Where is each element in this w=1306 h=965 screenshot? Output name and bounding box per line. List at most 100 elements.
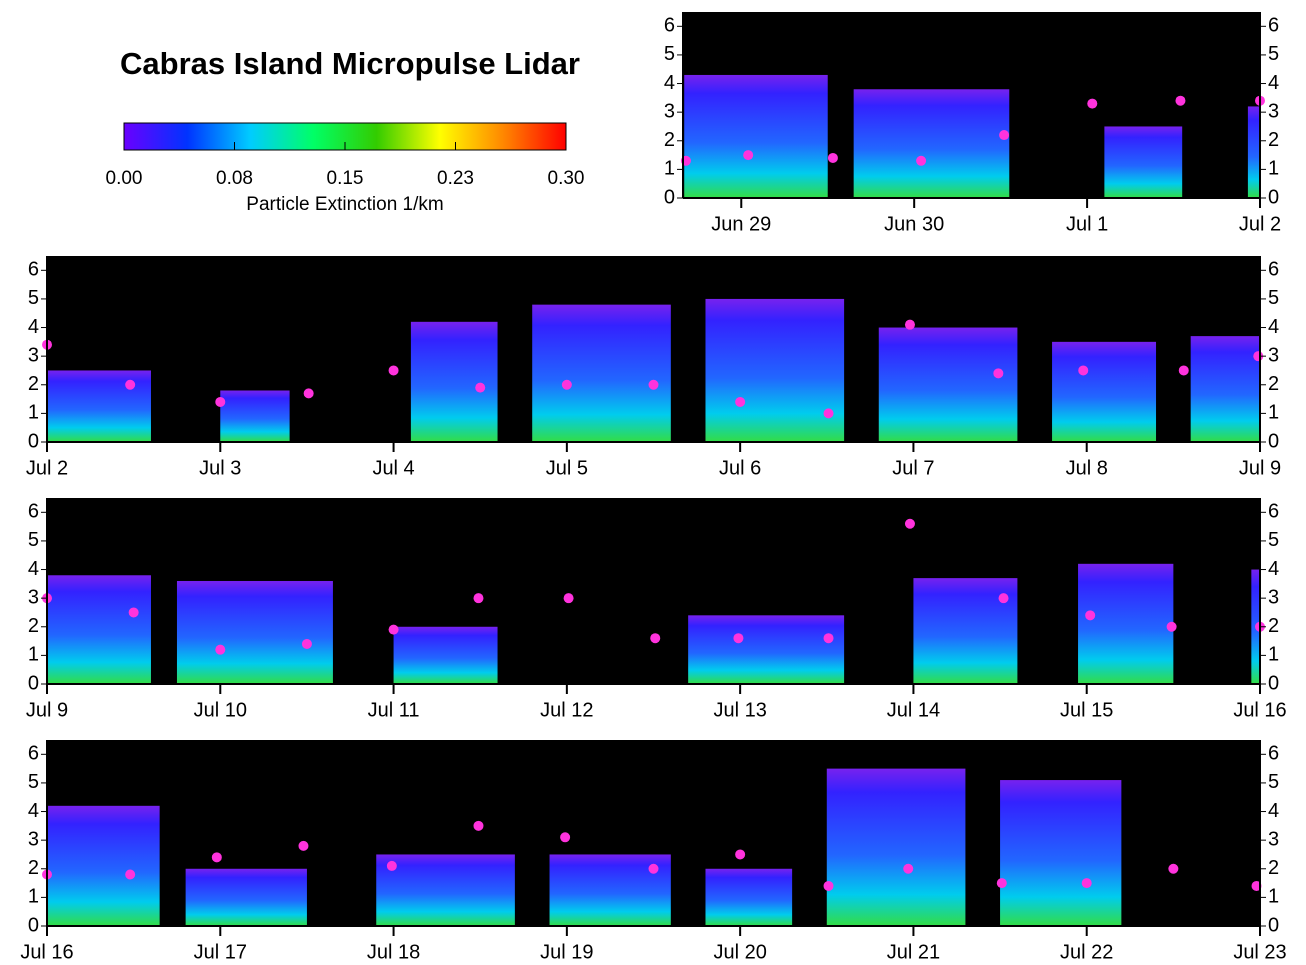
cloud-base-point: [563, 593, 574, 604]
x-tick-label: Jun 29: [711, 213, 771, 235]
y2-tick-label: 0: [1268, 914, 1279, 936]
y-tick-label: 4: [28, 316, 39, 338]
y2-tick-label: 4: [1268, 800, 1279, 822]
y2-tick-label: 4: [1268, 72, 1279, 94]
x-tick-label: Jul 1: [1066, 213, 1108, 235]
cloud-base-point: [903, 863, 914, 874]
y2-tick-label: 6: [1268, 259, 1279, 281]
x-tick-label: Jul 8: [1066, 457, 1108, 479]
y2-tick-label: 5: [1268, 43, 1279, 65]
cloud-base-point: [999, 130, 1010, 141]
x-tick-label: Jul 9: [1239, 457, 1281, 479]
y2-tick-label: 6: [1268, 15, 1279, 37]
extinction-column: [826, 768, 966, 926]
extinction-column: [47, 805, 160, 926]
cloud-base-point: [1175, 95, 1186, 106]
cloud-base-point: [473, 593, 484, 604]
cloud-base-point: [735, 849, 746, 860]
cloud-base-point: [473, 820, 484, 831]
x-tick-label: Jun 30: [884, 213, 944, 235]
y-tick-label: 3: [28, 586, 39, 608]
y2-tick-label: 2: [1268, 373, 1279, 395]
y-tick-label: 5: [664, 43, 675, 65]
cloud-base-point: [298, 840, 309, 851]
y-tick-label: 6: [664, 15, 675, 37]
title: Cabras Island Micropulse Lidar: [120, 46, 580, 81]
colorbar-tick-label: 0.15: [327, 168, 364, 189]
y-tick-label: 0: [28, 672, 39, 694]
cloud-base-point: [823, 408, 834, 419]
y2-tick-label: 4: [1268, 558, 1279, 580]
extinction-column: [688, 615, 845, 684]
y-tick-label: 4: [664, 72, 675, 94]
x-tick-label: Jul 2: [26, 457, 68, 479]
y-tick-label: 2: [28, 373, 39, 395]
x-tick-label: Jul 15: [1060, 699, 1113, 721]
cloud-base-point: [215, 396, 226, 407]
y-tick-label: 0: [664, 186, 675, 208]
y2-tick-label: 4: [1268, 316, 1279, 338]
extinction-column: [1078, 563, 1174, 684]
y-tick-label: 0: [28, 914, 39, 936]
y-tick-label: 1: [664, 158, 675, 180]
x-tick-label: Jul 10: [194, 699, 247, 721]
cloud-base-point: [998, 593, 1009, 604]
cloud-base-point: [303, 388, 314, 399]
y-tick-label: 5: [28, 771, 39, 793]
cloud-base-point: [475, 382, 486, 393]
y2-tick-label: 1: [1268, 886, 1279, 908]
cloud-base-point: [993, 368, 1004, 379]
y-tick-label: 3: [664, 100, 675, 122]
y2-tick-label: 6: [1268, 501, 1279, 523]
y-tick-label: 1: [28, 402, 39, 424]
cloud-base-point: [733, 633, 744, 644]
y-tick-label: 6: [28, 743, 39, 765]
extinction-column: [185, 868, 307, 926]
cloud-base-point: [128, 607, 139, 618]
cloud-base-point: [388, 624, 399, 635]
x-tick-label: Jul 4: [372, 457, 414, 479]
colorbar-tick-label: 0.08: [216, 168, 253, 189]
x-tick-label: Jul 13: [713, 699, 766, 721]
y-tick-label: 2: [28, 857, 39, 879]
y-tick-label: 6: [28, 259, 39, 281]
x-tick-label: Jul 6: [719, 457, 761, 479]
x-tick-label: Jul 12: [540, 699, 593, 721]
colorbar-label: Particle Extinction 1/km: [246, 194, 443, 215]
cloud-base-point: [560, 832, 571, 843]
y-tick-label: 3: [28, 828, 39, 850]
y2-tick-label: 5: [1268, 771, 1279, 793]
cloud-base-point: [561, 379, 572, 390]
y2-tick-label: 2: [1268, 129, 1279, 151]
y2-tick-label: 0: [1268, 430, 1279, 452]
x-tick-label: Jul 11: [368, 699, 420, 721]
x-tick-label: Jul 20: [713, 941, 766, 963]
x-tick-label: Jul 2: [1239, 213, 1281, 235]
x-tick-label: Jul 16: [1233, 699, 1286, 721]
extinction-column: [1190, 336, 1260, 442]
cloud-base-point: [386, 860, 397, 871]
cloud-base-point: [125, 379, 136, 390]
y2-tick-label: 1: [1268, 402, 1279, 424]
x-tick-label: Jul 19: [540, 941, 593, 963]
x-tick-label: Jul 17: [194, 941, 247, 963]
cloud-base-point: [215, 644, 226, 655]
y-tick-label: 4: [28, 800, 39, 822]
cloud-base-point: [1087, 98, 1098, 109]
colorbar-tick-label: 0.23: [437, 168, 474, 189]
x-tick-label: Jul 23: [1233, 941, 1286, 963]
cloud-base-point: [1081, 878, 1092, 889]
y2-tick-label: 1: [1268, 158, 1279, 180]
x-tick-label: Jul 7: [892, 457, 934, 479]
y2-tick-label: 0: [1268, 186, 1279, 208]
extinction-column: [47, 370, 151, 442]
cloud-base-point: [1085, 610, 1096, 621]
colorbar-tick-label: 0.00: [106, 168, 143, 189]
x-tick-label: Jul 16: [20, 941, 73, 963]
extinction-column: [47, 575, 151, 684]
cloud-base-point: [1078, 365, 1089, 376]
y2-tick-label: 3: [1268, 828, 1279, 850]
cloud-base-point: [743, 150, 754, 161]
extinction-column: [410, 321, 498, 442]
cloud-base-point: [648, 379, 659, 390]
